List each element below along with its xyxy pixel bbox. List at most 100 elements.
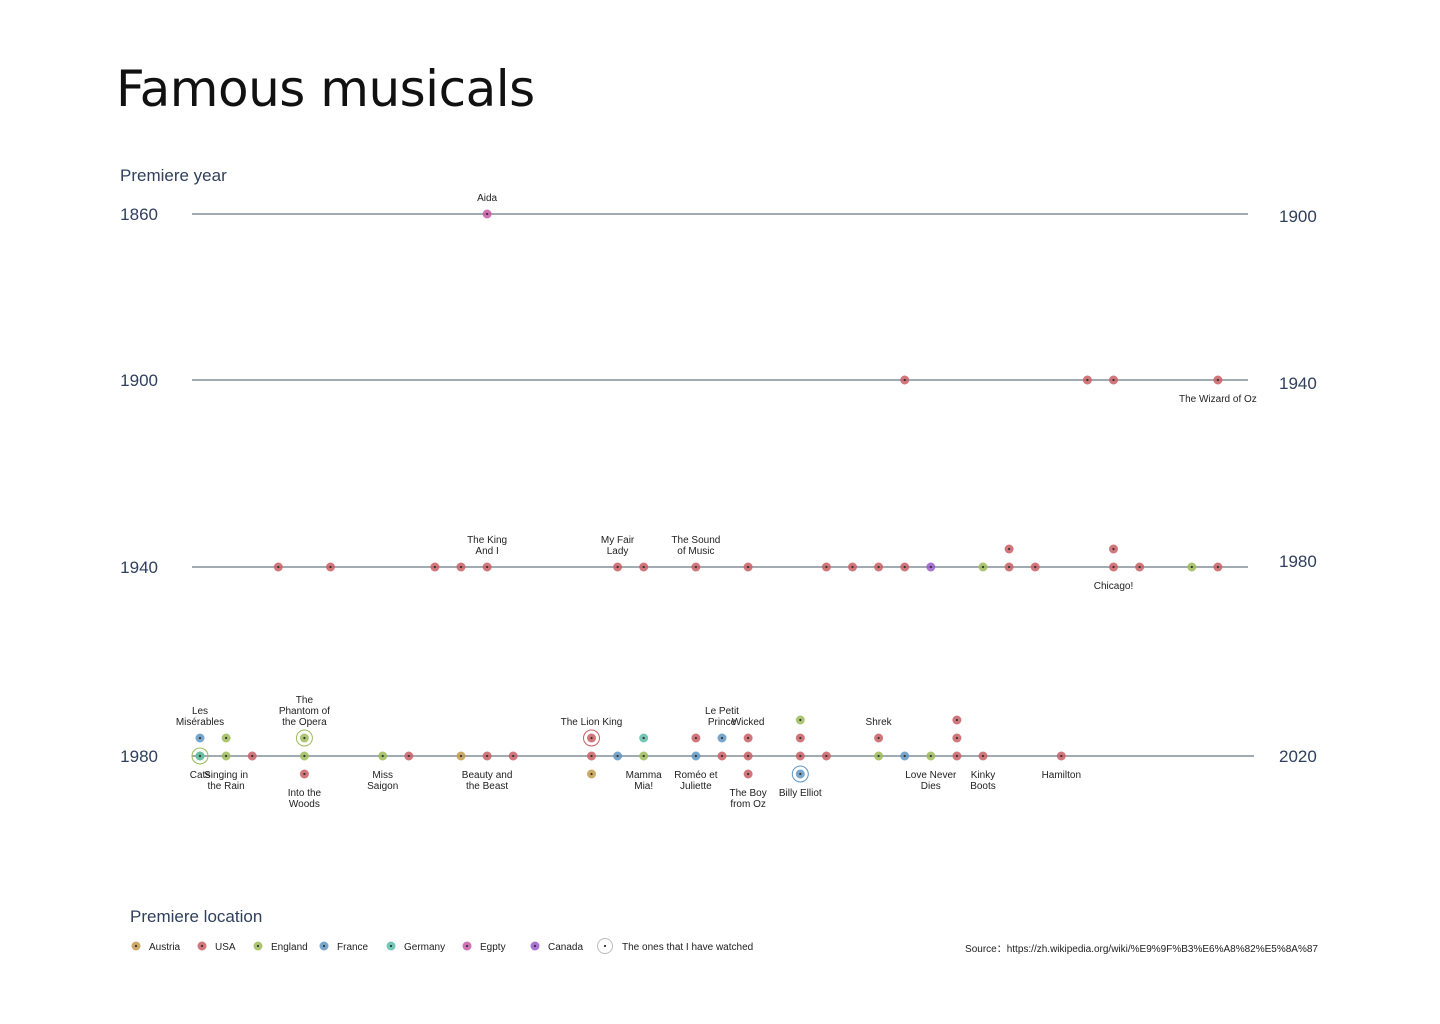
point-center xyxy=(459,754,463,758)
musical-label: Aida xyxy=(477,193,497,204)
legend-item: Germany xyxy=(386,941,445,953)
musical-label: Mamma Mia! xyxy=(626,770,663,792)
data-point xyxy=(378,751,388,761)
legend-label: Austria xyxy=(149,942,181,953)
data-point xyxy=(1030,562,1040,572)
data-point xyxy=(295,729,313,747)
point-center xyxy=(303,754,306,758)
point-center xyxy=(486,212,489,216)
data-point xyxy=(795,733,805,743)
data-point xyxy=(221,751,231,761)
data-point xyxy=(900,562,910,572)
data-point xyxy=(456,751,466,761)
data-point xyxy=(743,733,753,743)
data-point xyxy=(482,209,492,219)
point-center xyxy=(1060,754,1063,758)
musical-label: Singing in the Rain xyxy=(204,770,248,792)
legend-item: England xyxy=(253,941,308,953)
point-center xyxy=(825,754,828,758)
row-end-year-label: 1980 xyxy=(1279,552,1317,571)
data-point xyxy=(791,765,809,783)
legend-item: The ones that I have watched xyxy=(597,938,753,954)
data-point xyxy=(508,751,518,761)
data-point xyxy=(874,751,884,761)
point-center xyxy=(877,754,880,758)
legend-marker-center xyxy=(322,944,326,948)
point-center xyxy=(903,565,906,569)
point-center xyxy=(903,754,906,758)
legend-item: Canada xyxy=(530,941,583,953)
point-center xyxy=(851,565,854,569)
data-point xyxy=(978,562,988,572)
point-center xyxy=(642,736,645,740)
row-start-year-label: 1860 xyxy=(120,205,158,224)
point-center xyxy=(590,772,593,776)
musical-label: Beauty and the Beast xyxy=(462,770,513,792)
data-point xyxy=(1004,562,1014,572)
data-point xyxy=(482,562,492,572)
point-center xyxy=(198,736,202,740)
data-point xyxy=(1109,562,1118,572)
data-point xyxy=(1004,544,1014,554)
data-point xyxy=(299,769,309,779)
data-point xyxy=(639,733,649,743)
musical-label: My Fair Lady xyxy=(601,535,635,557)
point-center xyxy=(1190,565,1193,569)
legend-item: Egpty xyxy=(462,941,506,953)
data-point xyxy=(978,751,988,761)
point-center xyxy=(1216,378,1219,382)
y-axis-title: Premiere year xyxy=(120,166,227,185)
legend-title: Premiere location xyxy=(130,907,262,926)
point-center xyxy=(1138,565,1141,569)
point-center xyxy=(955,754,959,758)
musical-label: The Boy from Oz xyxy=(729,788,766,810)
watched-ring xyxy=(791,765,809,783)
legend-marker-center xyxy=(603,944,607,948)
data-point xyxy=(1082,375,1092,385)
data-point xyxy=(848,562,857,572)
point-center xyxy=(225,754,228,758)
point-center xyxy=(720,754,724,758)
point-center xyxy=(1034,565,1037,569)
data-point xyxy=(299,751,309,761)
data-points xyxy=(191,209,1223,783)
data-point xyxy=(691,751,701,761)
legend-ring-marker xyxy=(597,938,613,954)
data-point xyxy=(743,769,753,779)
data-point xyxy=(952,751,962,761)
data-point xyxy=(195,733,205,743)
data-point xyxy=(221,733,231,743)
legend-label: USA xyxy=(215,942,236,953)
point-center xyxy=(747,754,750,758)
legend-label: England xyxy=(271,942,308,953)
musical-label: Roméo et Juliette xyxy=(674,770,718,792)
point-center xyxy=(616,754,619,758)
data-point xyxy=(717,751,727,761)
point-center xyxy=(225,736,228,740)
legend-marker-center xyxy=(256,944,260,948)
point-center xyxy=(590,754,593,758)
musical-label: Les Misérables xyxy=(176,706,224,728)
point-center xyxy=(799,772,802,776)
point-center xyxy=(251,754,254,758)
point-center xyxy=(955,718,959,722)
data-point xyxy=(1213,375,1223,385)
legend-marker-center xyxy=(465,944,469,948)
musical-label: Billy Elliot xyxy=(779,788,822,799)
point-center xyxy=(1008,547,1011,551)
point-center xyxy=(381,754,384,758)
legend-label: Canada xyxy=(548,942,583,953)
point-center xyxy=(198,754,202,758)
point-center xyxy=(799,754,802,758)
point-center xyxy=(277,565,280,569)
point-center xyxy=(747,772,750,776)
legend-marker-center xyxy=(389,944,393,948)
musical-label: Chicago! xyxy=(1094,581,1133,592)
point-center xyxy=(303,736,306,740)
data-point xyxy=(326,562,335,572)
musical-label: The King And I xyxy=(467,535,507,557)
data-point xyxy=(587,751,596,761)
musical-label: Love Never Dies xyxy=(905,770,957,792)
data-point xyxy=(195,751,205,761)
